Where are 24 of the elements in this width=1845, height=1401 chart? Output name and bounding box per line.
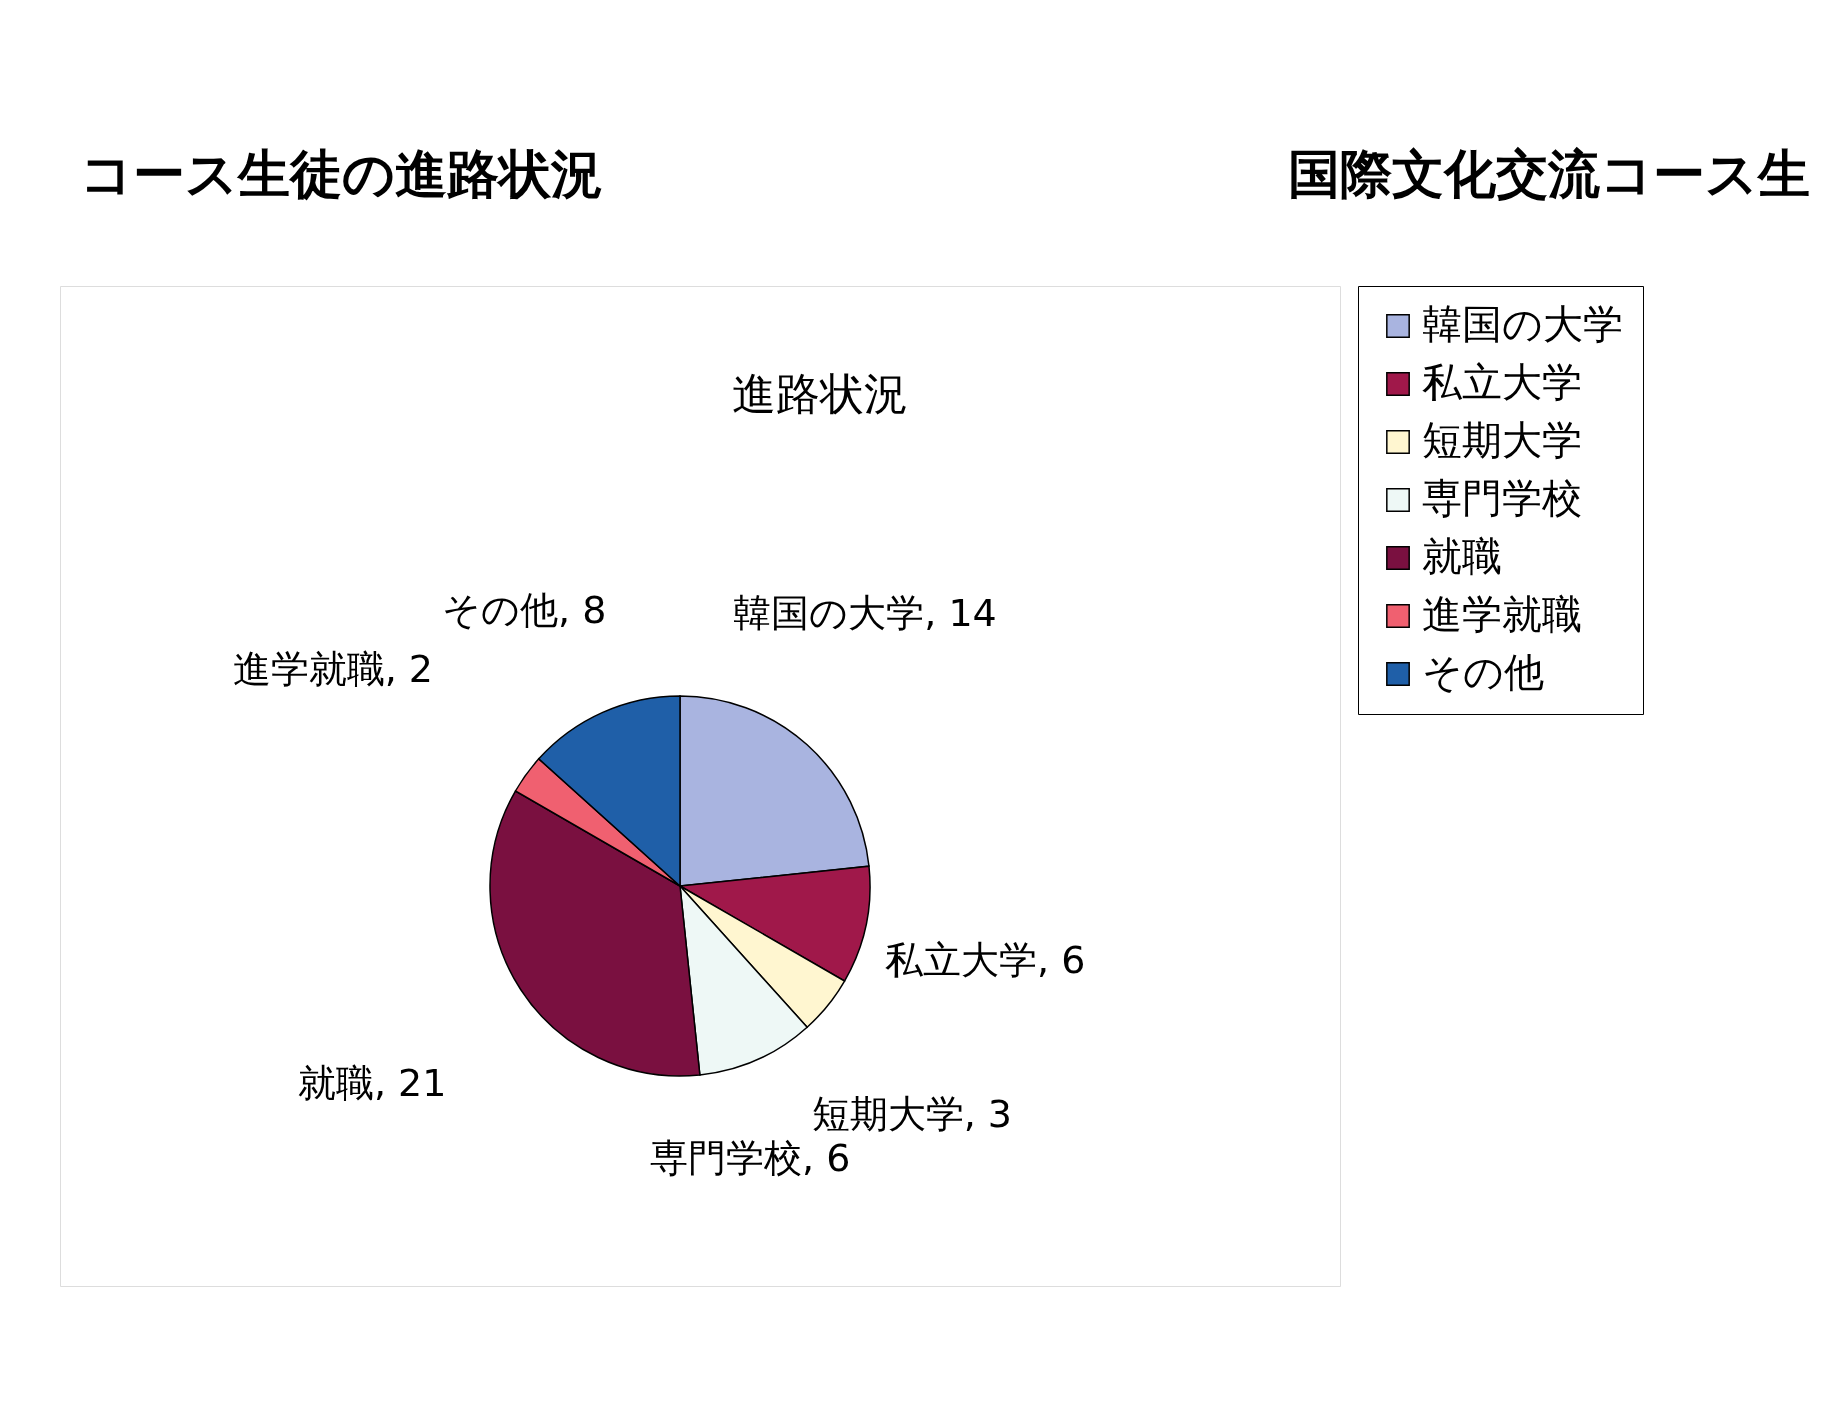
legend-label: 私立大学 <box>1422 359 1582 405</box>
legend-label: 就職 <box>1422 533 1502 579</box>
text: コース生徒の進路状況 <box>80 144 603 204</box>
slice-label: その他 <box>441 587 558 632</box>
slice-label: 韓国の大学 <box>733 590 925 635</box>
data-label: , 6 <box>1037 937 1086 982</box>
data-label: , 3 <box>963 1091 1012 1136</box>
data-label: , 14 <box>924 590 997 635</box>
slice-label: 就職 <box>297 1060 374 1105</box>
text: 進路状況 <box>732 368 908 419</box>
legend-label: 専門学校 <box>1422 475 1582 521</box>
slice-label: 進学就職 <box>232 647 385 692</box>
slice-label: 専門学校 <box>650 1136 803 1181</box>
data-label: , 21 <box>373 1060 447 1105</box>
slice-label: 短期大学 <box>811 1091 964 1136</box>
data-label: , 2 <box>384 647 434 692</box>
legend-label: 短期大学 <box>1422 417 1582 463</box>
text: 国際文化交流コース生 <box>1288 144 1810 204</box>
data-label: , 8 <box>557 587 607 632</box>
data-label: , 6 <box>802 1136 851 1181</box>
legend-label: 韓国の大学 <box>1422 301 1623 347</box>
legend-label: その他 <box>1422 649 1544 695</box>
legend-label: 進学就職 <box>1422 591 1582 637</box>
slice-label: 私立大学 <box>885 937 1038 982</box>
